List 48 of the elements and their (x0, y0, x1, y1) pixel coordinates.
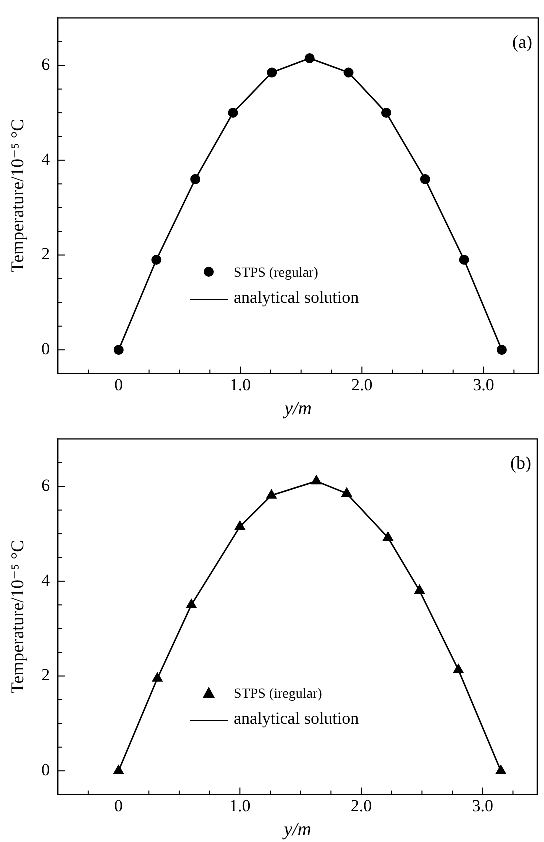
x-tick-label: 0 (114, 375, 124, 394)
point (267, 68, 278, 78)
x-axis-title: y/m (282, 398, 312, 420)
x-axis-title: y/m (282, 820, 312, 841)
x-tick-label: 1.0 (230, 375, 252, 394)
point (344, 68, 354, 78)
point (414, 584, 426, 594)
y-axis-title: Temperature/10⁻⁵ °C (8, 119, 28, 273)
point (186, 599, 197, 608)
point (152, 672, 163, 682)
point (114, 765, 124, 774)
point (381, 108, 392, 118)
point (266, 490, 277, 499)
point (420, 174, 430, 184)
legend-label: analytical solution (234, 709, 360, 728)
x-tick-label: 0 (114, 796, 124, 816)
y-tick-label: 6 (42, 476, 50, 496)
y-tick-label: 0 (42, 760, 50, 780)
legend-label: analytical solution (234, 288, 360, 308)
x-tick-label: 1.0 (230, 796, 251, 816)
y-tick-label: 4 (42, 150, 51, 169)
point (342, 488, 352, 497)
point (190, 174, 201, 184)
point (453, 664, 464, 674)
x-tick-label: 3.0 (472, 796, 494, 816)
point (234, 520, 246, 530)
point (311, 475, 322, 485)
legend-label: STPS (iregular) (234, 687, 322, 702)
point (114, 345, 124, 356)
legend-label: STPS (regular) (234, 266, 318, 282)
point (304, 54, 315, 64)
y-tick-label: 6 (42, 55, 50, 74)
point (496, 765, 506, 774)
annotation: (a) (512, 32, 532, 52)
point (228, 108, 238, 118)
x-tick-label: 3.0 (473, 375, 494, 394)
x-tick-label: 2.0 (350, 796, 372, 816)
point (497, 345, 508, 356)
x-tick-label: 2.0 (352, 375, 373, 394)
y-tick-label: 4 (42, 570, 51, 590)
point (382, 532, 394, 542)
y-tick-label: 2 (42, 666, 50, 685)
point (459, 255, 470, 266)
point (152, 255, 162, 266)
y-axis-title: Temperature/10⁻⁵ °C (8, 540, 28, 694)
annotation: (b) (510, 452, 532, 473)
y-tick-label: 2 (42, 244, 50, 264)
y-tick-label: 0 (42, 340, 50, 359)
